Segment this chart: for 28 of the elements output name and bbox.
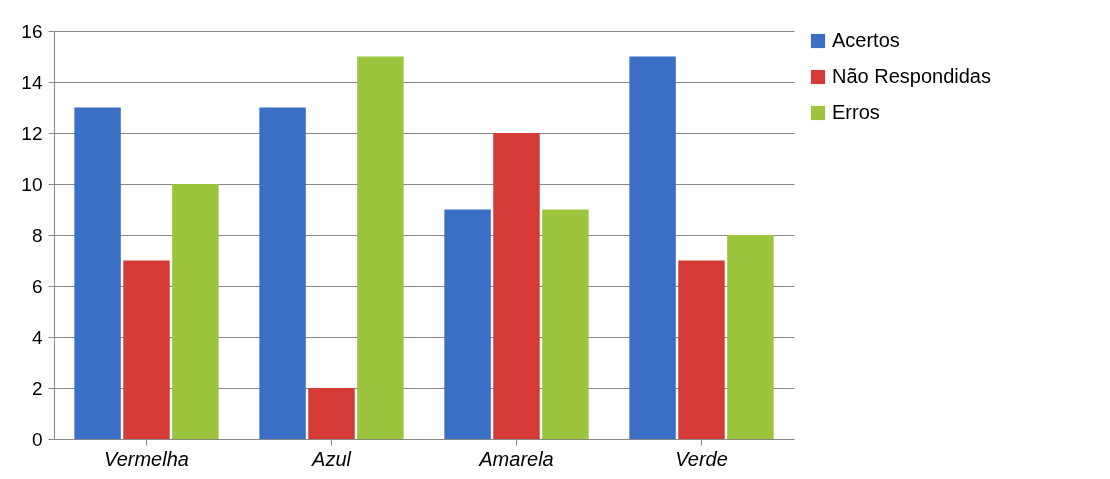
x-tick-label: Vermelha xyxy=(104,447,189,470)
y-tick-label: 4 xyxy=(31,326,43,348)
bar xyxy=(308,388,355,439)
bar xyxy=(493,133,540,439)
bar xyxy=(727,235,774,439)
bar xyxy=(74,107,121,439)
bar xyxy=(357,56,404,439)
bar xyxy=(444,209,491,439)
y-tick-label: 6 xyxy=(31,275,43,297)
x-tick-label: Amarela xyxy=(478,447,554,470)
y-tick-label: 8 xyxy=(31,224,43,246)
y-tick-label: 10 xyxy=(21,173,43,195)
legend-label: Acertos xyxy=(832,29,900,51)
y-tick-label: 2 xyxy=(31,377,43,399)
legend-label: Erros xyxy=(832,101,880,123)
y-tick-label: 16 xyxy=(21,20,43,42)
x-tick-label: Azul xyxy=(311,447,352,470)
bar xyxy=(259,107,306,439)
y-tick-label: 12 xyxy=(21,122,43,144)
legend-label: Não Respondidas xyxy=(832,65,991,87)
y-tick-label: 14 xyxy=(21,71,43,93)
bar xyxy=(172,184,219,439)
bar xyxy=(678,260,725,439)
bar xyxy=(629,56,676,439)
y-tick-label: 0 xyxy=(31,428,43,450)
bar xyxy=(542,209,589,439)
x-tick-label: Verde xyxy=(675,447,728,470)
bar xyxy=(123,260,170,439)
